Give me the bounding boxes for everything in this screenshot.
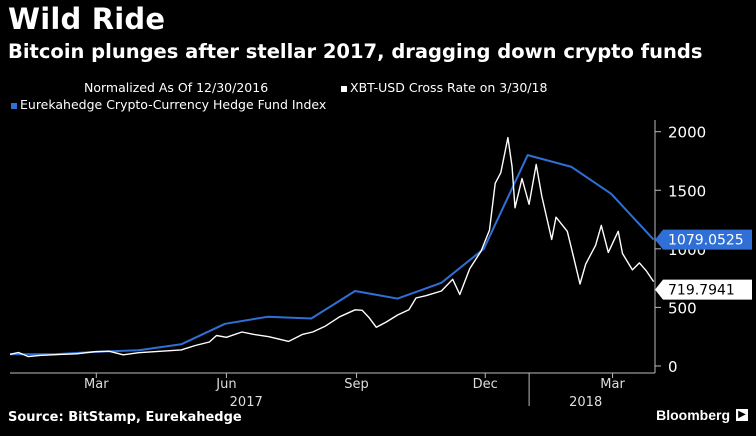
xbt-rate-line (9, 136, 655, 358)
year-label: 2018 (569, 395, 602, 410)
normalized-note: Normalized As Of 12/30/2016 (84, 80, 269, 95)
source-note: Source: BitStamp, Eurekahedge (8, 410, 242, 425)
y-tick-label: 2000 (668, 124, 706, 142)
legend-label-xbt: XBT-USD Cross Rate on 3/30/18 (350, 80, 548, 95)
bloomberg-icon: ▶ (736, 409, 748, 421)
y-tick-label: 1500 (668, 182, 706, 200)
legend-item-fund: Eurekahedge Crypto-Currency Hedge Fund I… (11, 97, 326, 112)
legend-item-xbt: XBT-USD Cross Rate on 3/30/18 (341, 80, 547, 95)
x-tick-label: Mar (600, 377, 625, 392)
y-tick-label: 0 (668, 358, 678, 376)
x-tick-label: Jun (215, 377, 236, 392)
xbt-last-value-box (655, 279, 752, 300)
xbt-last-value-label: 719.7941 (668, 283, 735, 299)
legend-swatch-fund (11, 102, 17, 109)
year-label: 2017 (230, 395, 263, 410)
x-tick-label: Mar (84, 377, 109, 392)
chart-subtitle: Bitcoin plunges after stellar 2017, drag… (8, 40, 703, 63)
x-tick-label: Dec (473, 377, 498, 392)
fund-last-value-label: 1079.0525 (668, 233, 744, 249)
legend-label-fund: Eurekahedge Crypto-Currency Hedge Fund I… (20, 97, 327, 112)
fund-index-line (10, 154, 655, 356)
x-tick-label: Sep (344, 377, 369, 392)
chart-title: Wild Ride (8, 2, 166, 36)
fund-last-value-box (655, 229, 752, 250)
y-tick-label: 500 (668, 299, 697, 317)
legend-swatch-xbt (341, 85, 347, 92)
brand-logo: Bloomberg (656, 407, 730, 423)
